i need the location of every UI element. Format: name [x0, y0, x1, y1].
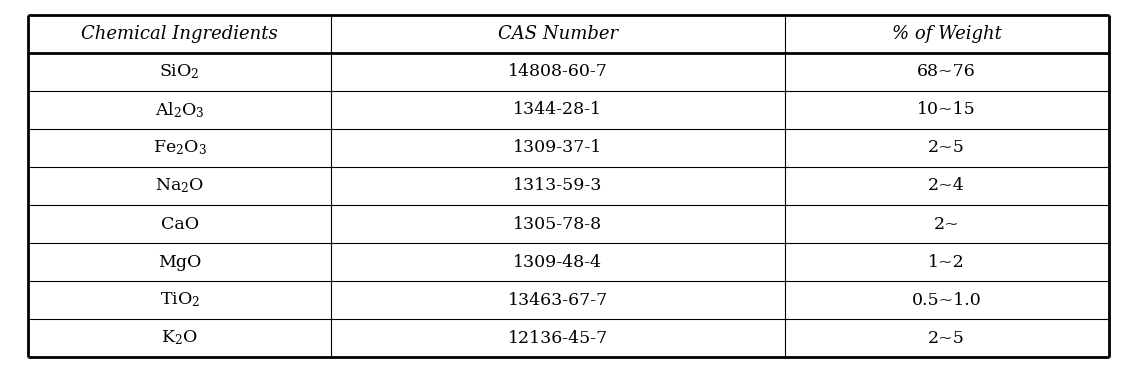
Text: TiO$_2$: TiO$_2$	[159, 291, 200, 310]
Text: K$_2$O: K$_2$O	[161, 329, 198, 347]
Text: Chemical Ingredients: Chemical Ingredients	[81, 25, 279, 43]
Text: CAS Number: CAS Number	[498, 25, 617, 43]
Text: 2~: 2~	[933, 215, 960, 232]
Text: 1305-78-8: 1305-78-8	[513, 215, 603, 232]
Text: 1309-48-4: 1309-48-4	[513, 254, 603, 270]
Text: 0.5~1.0: 0.5~1.0	[912, 292, 981, 309]
Text: Na$_2$O: Na$_2$O	[155, 177, 205, 195]
Text: 1~2: 1~2	[928, 254, 965, 270]
Text: 10~15: 10~15	[918, 102, 976, 118]
Text: MgO: MgO	[158, 254, 201, 270]
Text: SiO$_2$: SiO$_2$	[159, 62, 200, 81]
Text: CaO: CaO	[160, 215, 199, 232]
Text: 1313-59-3: 1313-59-3	[513, 177, 603, 195]
Text: % of Weight: % of Weight	[891, 25, 1002, 43]
Text: 14808-60-7: 14808-60-7	[508, 63, 607, 80]
Text: 2~4: 2~4	[928, 177, 965, 195]
Text: 13463-67-7: 13463-67-7	[507, 292, 608, 309]
Text: 1344-28-1: 1344-28-1	[513, 102, 603, 118]
Text: 12136-45-7: 12136-45-7	[507, 330, 608, 347]
Text: 2~5: 2~5	[928, 330, 965, 347]
Text: 68~76: 68~76	[918, 63, 976, 80]
Text: Fe$_2$O$_3$: Fe$_2$O$_3$	[152, 139, 207, 157]
Text: 1309-37-1: 1309-37-1	[513, 140, 603, 157]
Text: Al$_2$O$_3$: Al$_2$O$_3$	[155, 100, 205, 120]
Text: 2~5: 2~5	[928, 140, 965, 157]
